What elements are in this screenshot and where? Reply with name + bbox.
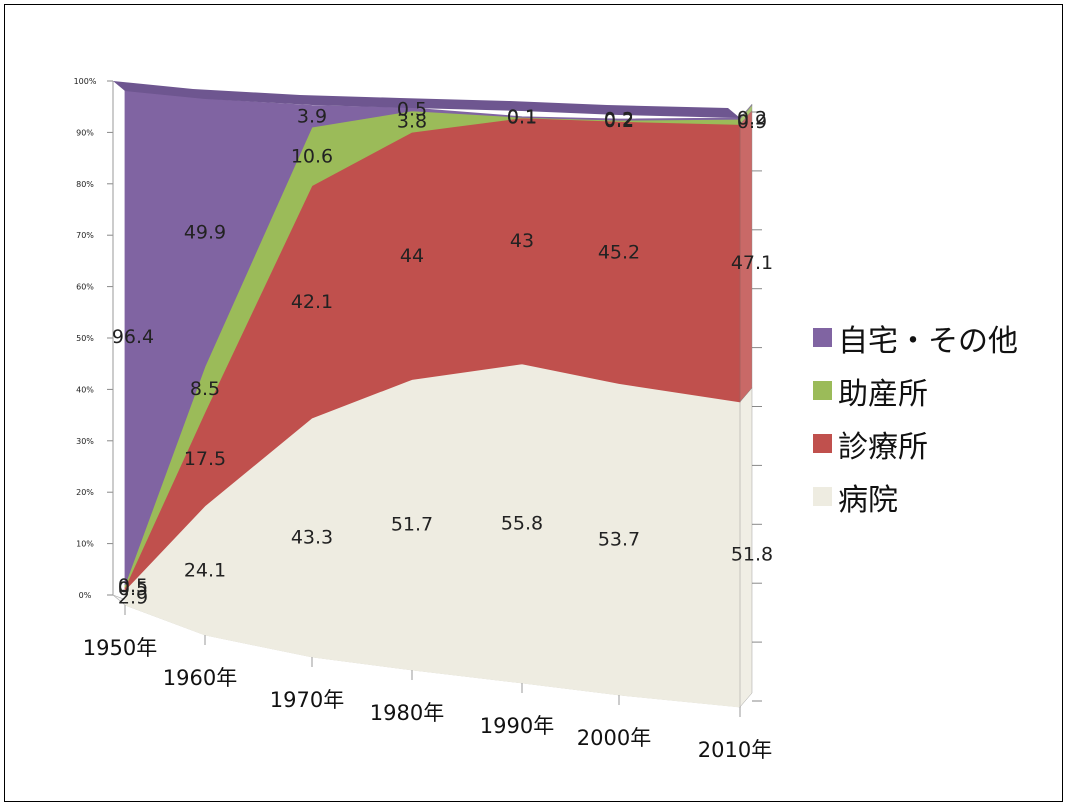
data-label: 0.2	[737, 108, 767, 130]
legend-item: 診療所	[813, 417, 1018, 470]
x-tick-label: 1970年	[270, 688, 344, 712]
data-label: 0.1	[507, 106, 537, 128]
data-label: 53.7	[598, 528, 640, 550]
data-label: 42.1	[291, 291, 333, 313]
y-tick-label: 20%	[76, 488, 94, 497]
x-tick-label: 1980年	[370, 701, 444, 725]
legend-item: 病院	[813, 470, 1018, 523]
y-tick-label: 40%	[76, 385, 94, 394]
y-tick-label: 90%	[76, 128, 94, 137]
legend-swatch-icon	[813, 434, 832, 453]
data-label: 43	[510, 230, 534, 252]
data-label: 3.8	[397, 110, 427, 132]
top-ridge	[113, 81, 740, 118]
legend: 自宅・その他 助産所 診療所 病院	[813, 311, 1018, 523]
y-tick-label: 0%	[79, 591, 92, 600]
legend-label: 助産所	[838, 376, 928, 412]
data-label: 51.8	[731, 543, 773, 565]
data-label: 43.3	[291, 526, 333, 548]
series-side-face	[739, 103, 753, 120]
y-tick-label: 80%	[76, 180, 94, 189]
legend-item: 自宅・その他	[813, 311, 1018, 364]
legend-swatch-icon	[813, 487, 832, 506]
data-label: 0.1	[507, 107, 537, 129]
x-tick-label: 2010年	[698, 738, 772, 762]
data-label: 2.9	[118, 587, 148, 609]
legend-label: 自宅・その他	[838, 323, 1018, 359]
y-tick-label: 100%	[74, 77, 97, 86]
data-label: 0.5	[118, 575, 148, 597]
area-chart: 0% 10% 20% 30% 40% 50% 60% 70% 80% 90% 100% 2.9 24.1…	[74, 77, 774, 762]
x-tick-label: 1990年	[480, 714, 554, 738]
legend-swatch-icon	[813, 328, 832, 347]
y-tick-label: 70%	[76, 231, 94, 240]
data-label: 45.2	[598, 241, 640, 263]
y-tick-label: 60%	[76, 283, 94, 292]
data-label: 3.9	[297, 105, 327, 127]
y-tick-label: 30%	[76, 437, 94, 446]
data-label: 8.5	[190, 378, 220, 400]
data-label: 0.5	[397, 98, 427, 120]
data-label: 49.9	[184, 222, 226, 244]
data-label: 0.9	[737, 111, 767, 133]
data-label: 51.7	[391, 514, 433, 536]
legend-label: 診療所	[838, 429, 928, 465]
data-label: 0.2	[604, 109, 634, 131]
x-tick-label: 2000年	[577, 726, 651, 750]
chart-frame: 0% 10% 20% 30% 40% 50% 60% 70% 80% 90% 100% 2.9 24.1…	[4, 4, 1063, 802]
data-label: 17.5	[184, 448, 226, 470]
legend-item: 助産所	[813, 364, 1018, 417]
data-label: 10.6	[291, 145, 333, 167]
data-label: 96.4	[112, 326, 154, 348]
data-label: 44	[400, 245, 424, 267]
data-label: 0.5	[118, 578, 148, 600]
y-tick-label: 10%	[76, 540, 94, 549]
x-tick-label: 1960年	[163, 666, 237, 690]
data-label: 24.1	[184, 559, 226, 581]
data-label: 0.2	[604, 110, 634, 132]
data-label: 55.8	[501, 512, 543, 534]
data-label: 47.1	[731, 252, 773, 274]
y-tick-label: 50%	[76, 334, 94, 343]
legend-swatch-icon	[813, 381, 832, 400]
legend-label: 病院	[838, 482, 898, 518]
x-tick-label: 1950年	[83, 636, 157, 660]
